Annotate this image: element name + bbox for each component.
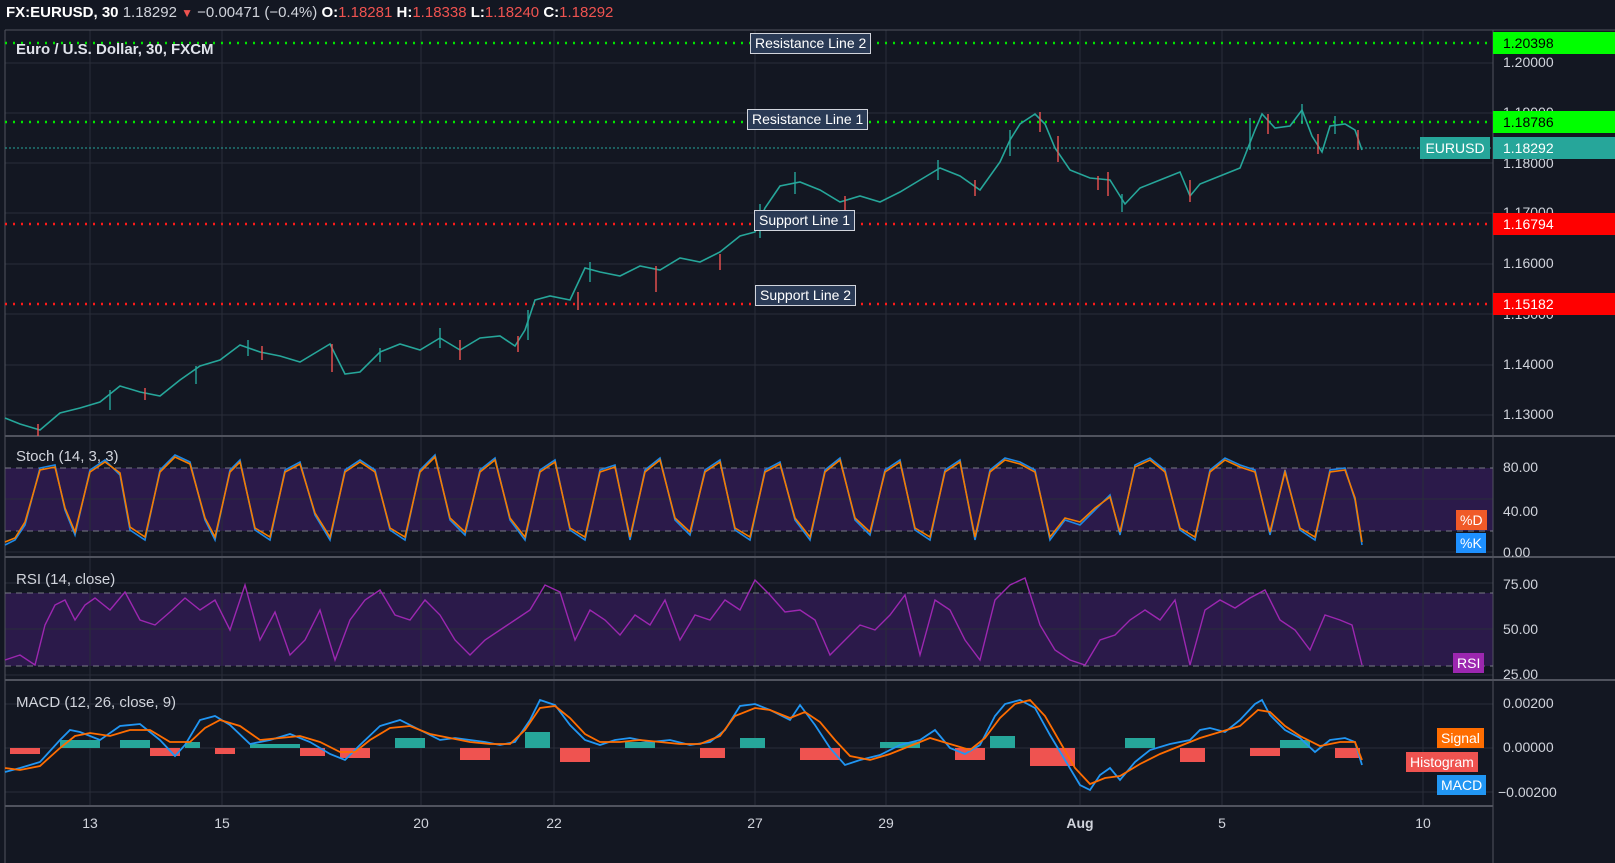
main-pane-title: Euro / U.S. Dollar, 30, FXCM [16,41,214,58]
close-value: 1.18292 [559,4,614,21]
stoch-k-tag: %K [1456,533,1486,553]
macd-line-tag: MACD [1437,775,1487,795]
macd-tick: −0.00200 [1498,784,1557,800]
current-price-tag: 1.18292 [1493,137,1615,159]
rsi-pane-title[interactable]: RSI (14, close) [16,571,116,588]
macd-tick: 0.00200 [1503,695,1554,711]
macd-histogram [10,732,1360,766]
time-tick: 27 [747,815,763,831]
open-value: 1.18281 [338,4,393,21]
support-line-2-label[interactable]: Support Line 2 [755,285,857,306]
time-tick: 5 [1218,815,1226,831]
time-tick: 20 [413,815,429,831]
resistance-line-1-label[interactable]: Resistance Line 1 [747,109,869,130]
support-1-price-tag: 1.16794 [1493,213,1615,235]
rsi-tag: RSI [1453,653,1485,673]
time-tick: 15 [214,815,230,831]
symbol-name[interactable]: FX:EURUSD, 30 [6,4,119,21]
price-tick: 1.13000 [1503,406,1554,422]
support-line-1-label[interactable]: Support Line 1 [754,210,856,231]
price-tick: 1.18000 [1503,155,1554,171]
time-tick-month: Aug [1066,815,1094,831]
vertical-grid [89,30,1424,806]
rsi-tick: 75.00 [1503,576,1539,592]
time-tick: 22 [546,815,562,831]
stoch-k-line [4,453,1363,546]
support-resistance-lines[interactable] [5,41,1493,306]
time-tick: 10 [1415,815,1431,831]
high-label: H: [396,4,413,21]
bearish-candles [37,112,1359,436]
macd-pane-title[interactable]: MACD (12, 26, close, 9) [16,694,177,711]
low-value: 1.18240 [484,4,540,21]
macd-signal-line [4,698,1363,786]
macd-line [4,698,1363,792]
stoch-tick: 40.00 [1503,503,1539,519]
resistance-line-2-label[interactable]: Resistance Line 2 [750,33,872,54]
price-tick: 1.20000 [1503,54,1554,70]
price-change: −0.00471 (−0.4%) [197,4,318,21]
macd-tick: 0.00000 [1503,739,1554,755]
symbol-header: FX:EURUSD, 30 1.18292 ▼ −0.00471 (−0.4%)… [0,0,1615,28]
pane-separators[interactable] [5,435,1615,807]
rsi-tick: 50.00 [1503,621,1539,637]
last-price: 1.18292 [122,4,177,21]
time-tick: 29 [878,815,894,831]
close-label: C: [543,4,560,21]
time-tick: 13 [82,815,98,831]
resistance-1-price-tag: 1.18786 [1493,111,1615,133]
stoch-d-line [4,455,1363,543]
macd-histogram-tag: Histogram [1406,752,1478,772]
stoch-pane-title[interactable]: Stoch (14, 3, 3) [16,448,119,465]
symbol-tag: EURUSD [1420,137,1490,159]
price-tick: 1.14000 [1503,356,1554,372]
bullish-candles [109,104,1336,410]
resistance-2-price-tag: 1.20398 [1493,32,1615,54]
open-label: O: [321,4,339,21]
rsi-line [4,577,1363,667]
price-tick: 1.16000 [1503,255,1554,271]
high-value: 1.18338 [412,4,467,21]
horizontal-grid [5,62,1493,793]
price-series [4,108,1363,431]
macd-signal-tag: Signal [1437,728,1484,748]
stoch-d-tag: %D [1456,510,1487,530]
rsi-tick: 25.00 [1503,666,1539,682]
stoch-tick: 80.00 [1503,459,1539,475]
stoch-tick: 0.00 [1503,544,1531,560]
indicator-band-lines [5,467,1493,667]
low-label: L: [470,4,485,21]
triangle-down-icon: ▼ [181,6,193,20]
support-2-price-tag: 1.15182 [1493,293,1615,315]
